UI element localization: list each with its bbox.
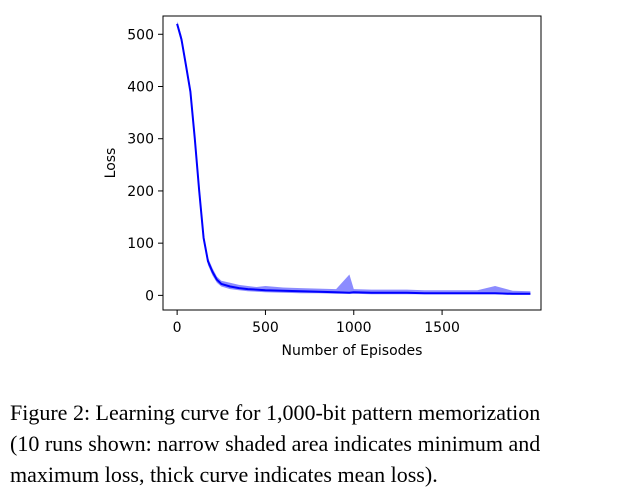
caption-line-1: Figure 2: Learning curve for 1,000-bit p… [10,400,541,425]
y-tick-label: 200 [127,184,154,200]
caption-line-3: maximum loss, thick curve indicates mean… [10,462,438,487]
x-tick-label: 1000 [336,320,372,336]
series-0-mean-line [176,23,531,295]
x-tick-label: 0 [173,320,182,336]
y-tick-label: 500 [127,27,154,43]
learning-curve-chart: 0 500 1000 1500 0 100 200 300 400 500 Number of E… [103,15,542,359]
x-tick-label: 500 [252,320,279,336]
caption-line-2: (10 runs shown: narrow shaded area indic… [10,431,541,456]
plot-frame [162,15,542,311]
x-tick-label: 1500 [424,320,460,336]
x-axis-label: Number of Episodes [282,343,423,359]
y-tick-label: 400 [127,79,154,95]
figure-caption: Figure 2: Learning curve for 1,000-bit p… [10,397,640,490]
y-tick-label: 100 [127,236,154,252]
series-0-min-max-band [177,21,531,295]
y-tick-label: 0 [145,288,154,304]
y-axis-label: Loss [103,148,119,179]
y-tick-label: 300 [127,132,154,148]
axis-ticks: 0 500 1000 1500 0 100 200 300 400 500 [127,27,460,336]
chart-marks [176,21,531,295]
